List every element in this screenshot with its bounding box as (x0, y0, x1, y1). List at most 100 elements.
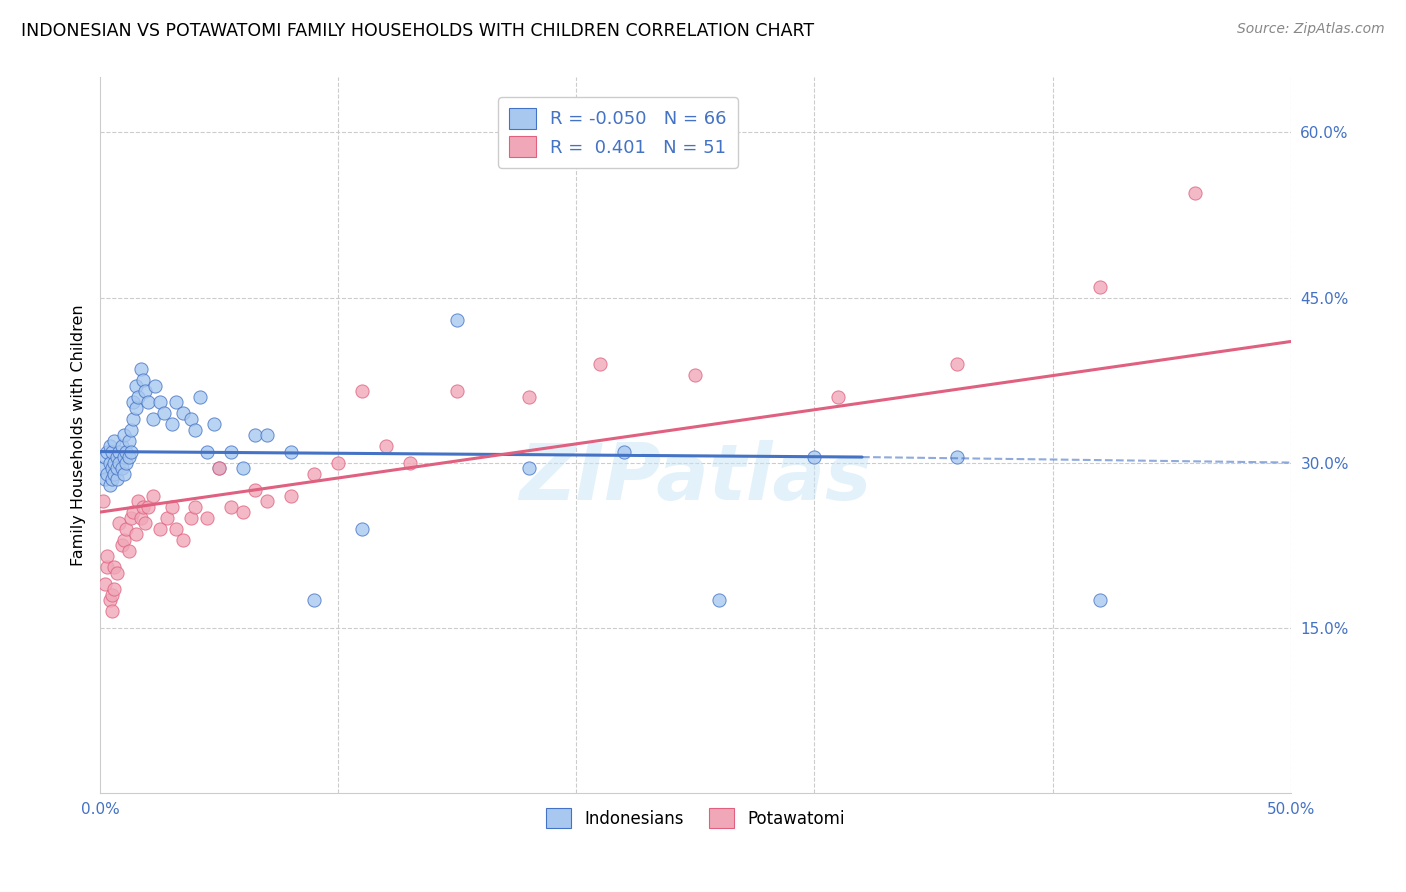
Point (232, 461, 254, 475)
Point (243, 428, 266, 442)
Point (118, 543, 141, 558)
Point (172, 406, 194, 420)
Point (105, 450, 128, 464)
Point (122, 395, 145, 409)
Point (803, 450, 825, 464)
Point (709, 593, 731, 607)
Point (96, 467, 118, 481)
Point (96, 444, 118, 458)
Point (105, 461, 128, 475)
Point (96, 549, 118, 563)
Point (446, 312, 468, 326)
Point (115, 522, 138, 536)
Point (110, 439, 132, 453)
Point (304, 467, 326, 481)
Point (946, 357, 969, 371)
Point (110, 461, 132, 475)
Point (184, 500, 207, 514)
Point (118, 434, 141, 448)
Point (143, 378, 166, 392)
Point (350, 384, 373, 398)
Point (105, 566, 128, 580)
Point (112, 428, 135, 442)
Point (165, 395, 187, 409)
Point (153, 406, 176, 420)
Point (91, 494, 114, 508)
Point (589, 357, 612, 371)
Point (160, 417, 183, 431)
Point (134, 384, 156, 398)
Point (136, 395, 159, 409)
Point (141, 489, 163, 503)
Point (208, 461, 231, 475)
Point (122, 505, 145, 519)
Point (91, 461, 114, 475)
Point (219, 500, 242, 514)
Point (202, 417, 225, 431)
Point (94, 450, 117, 464)
Text: Source: ZipAtlas.com: Source: ZipAtlas.com (1237, 22, 1385, 37)
Point (256, 428, 278, 442)
Point (94, 472, 117, 486)
Point (156, 510, 179, 524)
Point (103, 582, 125, 596)
Point (101, 588, 124, 602)
Point (280, 444, 302, 458)
Point (132, 500, 155, 514)
Point (827, 390, 849, 404)
Point (101, 461, 124, 475)
Point (115, 444, 138, 458)
Point (134, 516, 156, 530)
Point (180, 510, 202, 524)
Point (350, 522, 373, 536)
Point (127, 390, 149, 404)
Point (98, 593, 121, 607)
Point (1088, 279, 1111, 293)
Point (613, 444, 636, 458)
Point (120, 444, 142, 458)
Point (120, 510, 142, 524)
Point (108, 516, 131, 530)
Point (103, 560, 125, 574)
Point (98, 456, 121, 470)
Point (110, 538, 132, 552)
Point (149, 395, 172, 409)
Point (112, 533, 135, 547)
Point (374, 439, 396, 453)
Point (129, 510, 152, 524)
Point (304, 593, 326, 607)
Point (115, 456, 138, 470)
Point (517, 461, 540, 475)
Point (195, 510, 218, 524)
Point (108, 456, 131, 470)
Point (136, 500, 159, 514)
Point (184, 423, 207, 437)
Point (256, 494, 278, 508)
Point (165, 522, 187, 536)
Point (172, 533, 194, 547)
Point (103, 467, 125, 481)
Point (446, 384, 468, 398)
Point (219, 444, 242, 458)
Point (149, 522, 172, 536)
Point (180, 411, 202, 425)
Point (208, 461, 231, 475)
Point (103, 456, 125, 470)
Point (101, 472, 124, 486)
Text: INDONESIAN VS POTAWATOMI FAMILY HOUSEHOLDS WITH CHILDREN CORRELATION CHART: INDONESIAN VS POTAWATOMI FAMILY HOUSEHOL… (21, 22, 814, 40)
Point (118, 450, 141, 464)
Point (232, 505, 254, 519)
Point (94, 576, 117, 591)
Point (105, 472, 128, 486)
Point (125, 401, 148, 415)
Y-axis label: Family Households with Children: Family Households with Children (72, 304, 86, 566)
Point (129, 362, 152, 376)
Point (101, 444, 124, 458)
Point (127, 494, 149, 508)
Point (141, 411, 163, 425)
Point (280, 489, 302, 503)
Point (243, 483, 266, 497)
Point (160, 500, 183, 514)
Point (122, 411, 145, 425)
Point (188, 390, 211, 404)
